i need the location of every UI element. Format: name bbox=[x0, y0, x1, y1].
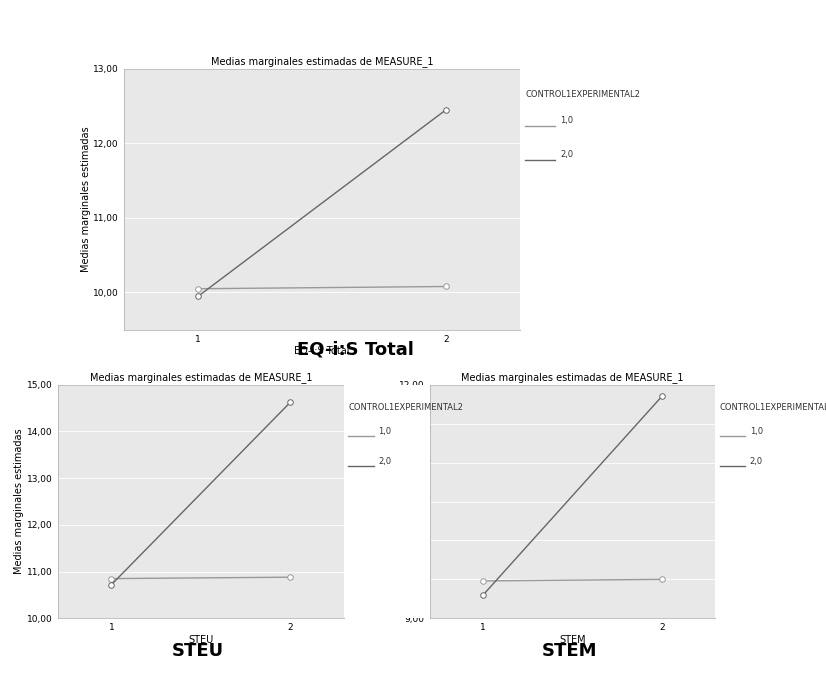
Text: CONTROL1EXPERIMENTAL2: CONTROL1EXPERIMENTAL2 bbox=[719, 403, 826, 412]
Text: STEM: STEM bbox=[542, 642, 598, 660]
Title: Medias marginales estimadas de MEASURE_1: Medias marginales estimadas de MEASURE_1 bbox=[89, 372, 312, 383]
Y-axis label: Medias marginales estimadas: Medias marginales estimadas bbox=[80, 126, 91, 272]
Y-axis label: Medias marginales estimadas: Medias marginales estimadas bbox=[14, 429, 25, 574]
X-axis label: STEU: STEU bbox=[188, 635, 213, 645]
Text: 1,0: 1,0 bbox=[750, 427, 763, 436]
Y-axis label: Medias marginales estimadas: Medias marginales estimadas bbox=[386, 429, 396, 574]
Text: EQ-i:S Total: EQ-i:S Total bbox=[297, 340, 414, 358]
Text: CONTROL1EXPERIMENTAL2: CONTROL1EXPERIMENTAL2 bbox=[525, 89, 640, 99]
Text: 2,0: 2,0 bbox=[378, 458, 392, 466]
Text: 2,0: 2,0 bbox=[560, 150, 573, 159]
X-axis label: EQ-i:S Total: EQ-i:S Total bbox=[294, 346, 350, 357]
Text: 1,0: 1,0 bbox=[560, 116, 573, 126]
Text: 2,0: 2,0 bbox=[750, 458, 763, 466]
Text: CONTROL1EXPERIMENTAL2: CONTROL1EXPERIMENTAL2 bbox=[348, 403, 463, 412]
X-axis label: STEM: STEM bbox=[559, 635, 586, 645]
Text: 1,0: 1,0 bbox=[378, 427, 392, 436]
Title: Medias marginales estimadas de MEASURE_1: Medias marginales estimadas de MEASURE_1 bbox=[461, 372, 684, 383]
Text: STEU: STEU bbox=[172, 642, 225, 660]
Title: Medias marginales estimadas de MEASURE_1: Medias marginales estimadas de MEASURE_1 bbox=[211, 56, 434, 67]
